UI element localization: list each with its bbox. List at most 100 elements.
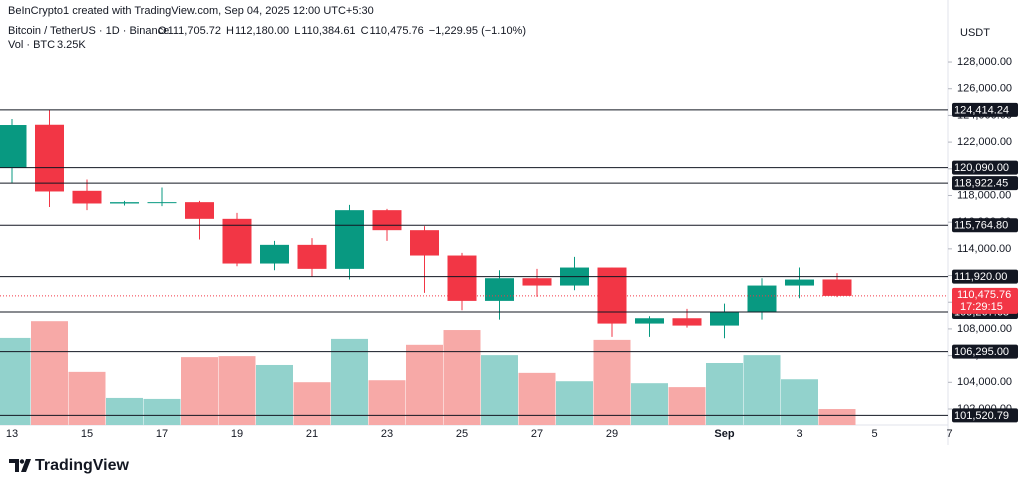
level-label-box xyxy=(952,269,1018,284)
logo-icon xyxy=(19,459,25,464)
candle-body xyxy=(822,279,852,296)
ohlc-key: H xyxy=(226,25,234,37)
level-label-box xyxy=(952,176,1018,191)
level-label-box xyxy=(952,218,1018,233)
plot xyxy=(0,110,856,425)
volume-bar xyxy=(406,344,443,425)
volume-bar xyxy=(68,371,106,425)
candle-body xyxy=(72,190,102,204)
candle-body xyxy=(185,202,214,219)
volume-title: Vol · BTC xyxy=(8,39,55,51)
x-tick-label: 7 xyxy=(946,428,952,440)
logo: TradingView xyxy=(9,457,130,474)
volume-bar xyxy=(743,355,781,425)
candle-body xyxy=(260,244,289,264)
x-tick-label: 15 xyxy=(81,428,93,440)
level-label: 118,922.45 xyxy=(954,178,1008,190)
ohlc-legend: O 111,705.72 H 112,180.00 L 110,384.61 C 110,47… xyxy=(158,25,424,37)
candle-body xyxy=(785,279,814,286)
volume-bar xyxy=(331,338,368,425)
candle-body xyxy=(522,278,552,286)
ohlc-key: L xyxy=(294,25,300,37)
credit: BeInCrypto1 created with TradingView.com… xyxy=(8,5,374,17)
x-tick-label: 21 xyxy=(306,428,318,440)
y-tick-label: 128,000.00 xyxy=(957,56,1012,68)
candle-body xyxy=(222,218,252,264)
volume-bar xyxy=(293,382,331,425)
x-tick-label: 13 xyxy=(6,428,18,440)
candle-body xyxy=(0,125,27,168)
level-label-box xyxy=(952,102,1018,117)
volume-bar xyxy=(143,398,181,425)
volume-bar xyxy=(706,363,743,425)
volume-bar xyxy=(556,381,593,425)
level-label: 101,520.79 xyxy=(954,410,1009,422)
candle-body xyxy=(35,124,64,192)
volume-value: 3.25K xyxy=(57,39,86,51)
volume-bar xyxy=(181,357,218,425)
x-tick-label: 27 xyxy=(531,428,543,440)
candle-body xyxy=(372,210,402,231)
volume-bar xyxy=(593,339,631,425)
x-tick-label: 23 xyxy=(381,428,393,440)
x-tick-label: 3 xyxy=(796,428,802,440)
volume-bar xyxy=(481,355,518,425)
volume-bar xyxy=(0,337,31,425)
ohlc-value: 110,384.61 xyxy=(301,25,355,37)
volume-bar xyxy=(218,356,256,425)
volume-bar xyxy=(256,364,293,425)
level-label: 111,920.00 xyxy=(954,271,1007,283)
countdown: 17:29:15 xyxy=(960,301,1003,313)
ohlc-value: 111,705.72 xyxy=(168,25,221,37)
ohlc-key: C xyxy=(361,25,369,37)
candle-body xyxy=(147,202,177,204)
y-tick-label: 108,000.00 xyxy=(957,323,1012,335)
volume-bar xyxy=(368,380,406,425)
candle-body xyxy=(410,230,439,256)
candle-body xyxy=(110,202,139,204)
volume-bar xyxy=(106,397,143,425)
y-tick-label: 114,000.00 xyxy=(957,243,1011,255)
level-label-box xyxy=(952,344,1018,359)
volume-bar xyxy=(781,379,818,425)
last-price-label: 110,475.76 xyxy=(957,289,1011,301)
y-axis-label: USDT xyxy=(960,27,990,39)
volume-bar xyxy=(631,383,668,425)
candle-body xyxy=(672,318,702,326)
volume-bar xyxy=(443,330,481,425)
candle-body xyxy=(447,255,477,301)
symbol: Bitcoin / TetherUS · 1D · Binance xyxy=(8,25,169,37)
ohlc-value: 112,180.00 xyxy=(235,25,289,37)
logo-icon xyxy=(9,459,31,472)
y-tick-label: 122,000.00 xyxy=(957,136,1012,148)
candle-body xyxy=(485,278,514,301)
ohlc-value: 110,475.76 xyxy=(370,25,424,37)
x-tick-label: 5 xyxy=(871,428,877,440)
logo-text: TradingView xyxy=(35,457,130,474)
change: −1,229.95 (−1.10%) xyxy=(429,25,526,37)
x-tick-label: 29 xyxy=(606,428,618,440)
volume-bar xyxy=(668,387,706,425)
y-tick-label: 126,000.00 xyxy=(957,83,1012,95)
y-tick-label: 104,000.00 xyxy=(957,376,1012,388)
ohlc-key: O xyxy=(158,25,167,37)
candle-body xyxy=(747,285,777,313)
x-tick-label: Sep xyxy=(714,428,734,440)
x-tick-label: 25 xyxy=(456,428,468,440)
candles xyxy=(0,110,852,339)
candle-body xyxy=(335,210,364,269)
candle-body xyxy=(297,244,327,269)
candle-body xyxy=(710,312,739,326)
level-label-box xyxy=(952,408,1018,423)
level-label-box xyxy=(952,160,1018,175)
level-label: 115,764.80 xyxy=(954,220,1008,232)
x-tick-label: 17 xyxy=(156,428,168,440)
candle-body xyxy=(635,318,664,324)
y-tick-label: 118,000.00 xyxy=(957,189,1011,201)
volume-bar xyxy=(31,321,68,425)
level-label: 124,414.24 xyxy=(954,104,1009,116)
level-label: 106,295.00 xyxy=(954,346,1009,358)
volume xyxy=(0,321,856,425)
